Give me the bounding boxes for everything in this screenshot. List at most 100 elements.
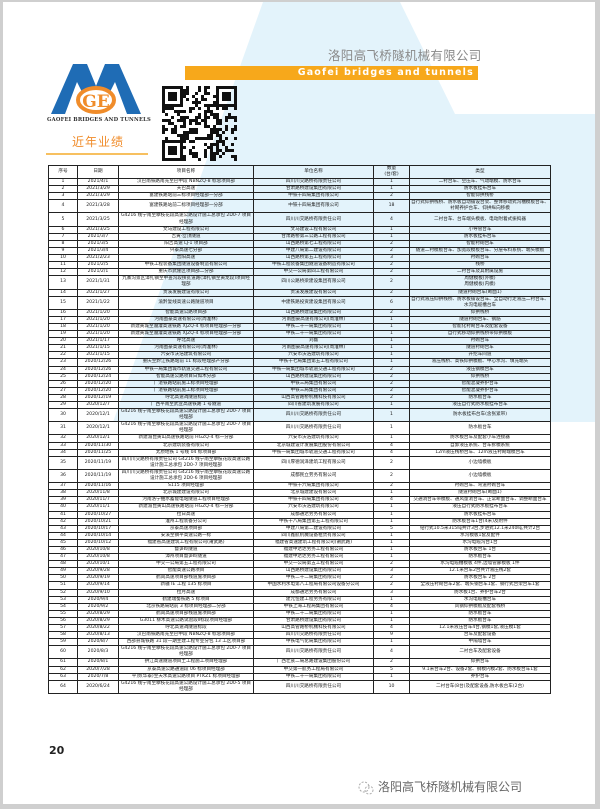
cell-project: 北京铁路局站前 3 标项目经理部二分部 <box>118 602 254 611</box>
table-row: 49 2020/9/28 智能高速公路项目 山西路桥建设集团有限公司 3 12.1米台车2… <box>48 567 551 576</box>
cell-date: 2021/1/17 <box>77 337 119 346</box>
cell-company: 福建中达达劳务工程有限公司 <box>253 553 374 562</box>
table-row: 3 2021/3/29 富建铁路站前三标项目经理部一分部 中铁十四局集团有限公司 2 智能… <box>48 192 551 201</box>
cell-type: 防水板挂布台车 <box>409 185 551 194</box>
cell-quantity: 1 <box>373 531 410 540</box>
cell-company: 河南图豪高速有限公司(周淮林) <box>253 315 374 324</box>
cell-date: 2020/12/20 <box>77 386 119 395</box>
cell-project: 督笋岭隧道 <box>118 545 254 555</box>
cell-company: 中铁一局集团城市轨道交通工程有限公司 <box>253 448 374 457</box>
cell-date: 2020/7/8 <box>77 672 119 681</box>
section-underline <box>46 153 148 155</box>
column-header: 单位名称 <box>253 165 374 179</box>
qr-code <box>162 86 237 161</box>
cell-date: 2021/2/23 <box>77 254 119 263</box>
cell-date: 2020/12/20 <box>77 379 119 388</box>
table-row: 1 2021/4/1 汉巴南铁路南充至巴中段 NBNZQ-8 标总项目部 四川川交路桥… <box>48 177 551 187</box>
table-row: 13 2021/1/31 九寨沟景区漳扎镇至中查沟段扶贫道路(漳扎镇至黄龙段)项目经… <box>48 275 551 290</box>
cell-quantity: 9 <box>373 631 410 640</box>
cell-date: 2020/9/28 <box>77 567 119 576</box>
cell-project: 河南图豪高速有限公司(周淮林) <box>118 344 254 353</box>
cell-company: 中铁十四局集团有限公司 <box>253 496 374 505</box>
cell-company: 中铁二十一局集团有限公司 <box>253 330 374 339</box>
table-row: 47 2020/10/8 漳州项目督笋岭隧道 福建中达达劳务工程有限公司 1 防水板台车 <box>48 553 551 562</box>
cell-type: 液压自行式防水板挂布台车 <box>409 400 551 410</box>
cell-company: 六安市沃浩建筑有限公司 <box>253 503 374 512</box>
cell-type: 隧道衬砌台车(断面1) <box>409 489 551 498</box>
table-row: 9 2021/3/4 兴泰高速七分部 中建八局第二建设有限公司 2 隧道二衬模板台车、加宽… <box>48 246 551 256</box>
cell-index: 6 <box>48 225 78 234</box>
cell-index: 53 <box>48 595 78 604</box>
cell-quantity: 1 <box>373 232 410 241</box>
cell-date: 2020/8/13 <box>77 631 119 640</box>
cell-date: 2020/12/26 <box>77 358 119 367</box>
cell-date: 2020/12/1 <box>77 408 119 423</box>
cell-index: 14 <box>48 288 78 297</box>
cell-date: 2021/1/22 <box>77 295 119 310</box>
cell-project: 智能高速公路项目日如木分部 <box>118 372 254 381</box>
cell-index: 57 <box>48 623 78 633</box>
cell-date: 2020/10/1 <box>77 560 119 569</box>
cell-company: 成都通达劳务有限公司 <box>253 510 374 519</box>
cell-date: 2020/8/22 <box>77 623 119 633</box>
cell-company: 山西路桥第五工程有限公司 <box>253 254 374 263</box>
cell-type: 9.1米台车2台、设备2套、钢模内模2套、防水板台车1套 <box>409 665 551 674</box>
cell-type: 隧道衬砌台车、钢筋 <box>409 315 551 324</box>
table-row: 28 2020/12/19 呼北高速凋隧道标段 山西高管路桥机械科技有限公司 2 防水板台… <box>48 393 551 403</box>
cell-date: 2021/3/25 <box>77 225 119 234</box>
cell-project: 贵溪发展建设有限公司 <box>118 288 254 297</box>
cell-date: 2020/10/27 <box>77 510 119 519</box>
table-row: 53 2020/9/4 鹤建瑞蜀铁路 5 标项目 建元恒建工程劳务有限公司 1 水沟电缆槽… <box>48 595 551 604</box>
cell-project: 兴泰高速七分部 <box>118 246 254 256</box>
cell-date: 2020/9/19 <box>77 574 119 583</box>
cell-project: 太原地铁 1 号线 04 标项目部 <box>118 448 254 457</box>
table-row: 50 2020/9/19 鹤岗高速项目部栈道施项目部 中铁二十二局集团有限公司 2 防水板… <box>48 574 551 583</box>
cell-company: 中铁二十一局集团有限公司 <box>253 672 374 681</box>
cell-date: 2021/1/20 <box>77 315 119 324</box>
cell-quantity: 1 <box>373 225 410 234</box>
cell-quantity: 1 <box>373 358 410 367</box>
cell-index: 59 <box>48 638 78 647</box>
cell-type: 风钢仰拱模板及配套栈桥 <box>409 602 551 611</box>
cell-type: 水沟模板1套及配件 <box>409 531 551 540</box>
cell-quantity: 10 <box>373 679 410 694</box>
cell-quantity: 2 <box>373 239 410 248</box>
cell-company: 中铁十六局集团有限公司 <box>253 482 374 491</box>
cell-date: 2020/11/7 <box>77 496 119 505</box>
table-row: 34 2020/11/25 太原地铁 1 号线 04 标项目部 中铁一局集团城市轨道交… <box>48 448 551 457</box>
cell-date: 2021/1/20 <box>77 322 119 332</box>
cell-index: 30 <box>48 408 78 423</box>
cell-date: 2021/3/29 <box>77 192 119 201</box>
cell-quantity: 2 <box>373 275 410 290</box>
cell-company: 河南图豪高速有限公司(周淮林) <box>253 344 374 353</box>
cell-type: 防水板挂布台车(含张紧带) <box>409 408 551 423</box>
cell-index: 16 <box>48 308 78 317</box>
table-row: 27 2020/12/20 广湛铁路站前施工标项目经理部 中铁三局集团有限公司 2 智能混… <box>48 386 551 395</box>
table-row: 18 2021/1/20 新建黄城至遵灌高速铁路 XJZQ-4 标项目经理部一分部中… <box>48 322 551 332</box>
cell-type: 防水板台车 2台 <box>409 574 551 583</box>
cell-project: 西部县城铁路 31 段一期主建工程专业分包 13 工区项目部 <box>118 638 254 647</box>
cell-company: 四川川交路桥有限责任公司 <box>253 679 374 694</box>
cell-project: 京泰高速项目部 <box>118 524 254 533</box>
cell-quantity: 1 <box>373 434 410 443</box>
cell-quantity: 4 <box>373 496 410 505</box>
cell-project: 中铁工程装备集团隧道设备制造有限公司 <box>118 261 254 270</box>
cell-quantity: 2 <box>373 246 410 256</box>
cell-quantity: 2 <box>373 372 410 381</box>
cell-date: 2021/1/20 <box>77 330 119 339</box>
cell-index: 33 <box>48 441 78 450</box>
cell-index: 62 <box>48 665 78 674</box>
cell-date: 2020/11/8 <box>77 489 119 498</box>
cell-type: 栈桥 <box>409 261 551 270</box>
cell-type: 自卸液压系统、台车拆模系统 <box>409 441 551 450</box>
cell-type: 防水板挂布台车 <box>409 232 551 241</box>
cell-quantity: 2 <box>373 261 410 270</box>
cell-company: 四川川交路桥有限责任公司 <box>253 421 374 436</box>
cell-type: 仰拱栈桥 <box>409 372 551 381</box>
svg-text:GE: GE <box>82 92 110 112</box>
cell-type: 智能仰拱栈桥 <box>409 192 551 201</box>
cell-company: 四川鑫航机械设备租赁有限公司 <box>253 531 374 540</box>
table-row: 14 2021/1/27 贵溪发展建设有限公司 贵溪发展建设有限公司 2 隧道衬砌台车(断… <box>48 288 551 297</box>
cell-project: 鹤岗高速项目部栈道施项目部 <box>118 574 254 583</box>
cell-date: 2021/1/31 <box>77 275 119 290</box>
